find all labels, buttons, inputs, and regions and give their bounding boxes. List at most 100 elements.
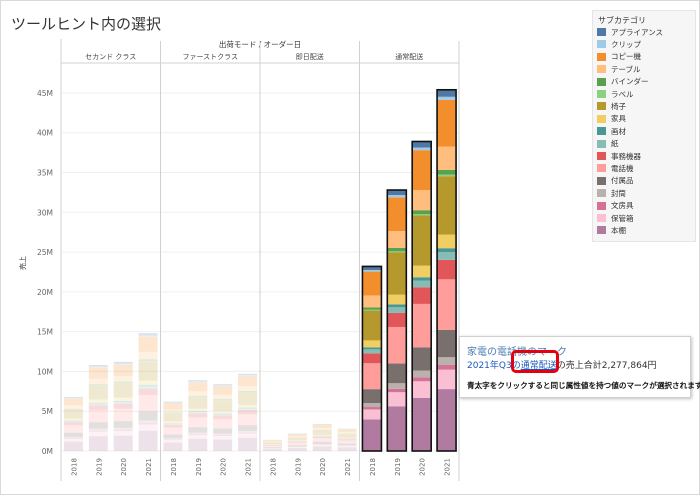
bar-segment[interactable] <box>312 446 332 451</box>
bar-segment[interactable] <box>238 407 258 409</box>
bar-segment[interactable] <box>188 397 208 409</box>
bar-segment[interactable] <box>437 169 457 175</box>
bar-segment[interactable] <box>362 389 382 404</box>
bar-segment[interactable] <box>437 364 457 370</box>
bar-segment[interactable] <box>412 150 432 191</box>
bar-segment[interactable] <box>88 436 108 451</box>
bar-segment[interactable] <box>362 409 382 420</box>
bar-segment[interactable] <box>337 440 357 444</box>
bar-segment[interactable] <box>88 422 108 429</box>
bar-segment[interactable] <box>113 430 133 436</box>
bar-segment[interactable] <box>163 401 183 403</box>
bar-segment[interactable] <box>412 277 432 281</box>
bar-segment[interactable] <box>88 366 108 368</box>
bar-segment[interactable] <box>63 441 83 451</box>
bar-segment[interactable] <box>63 432 83 437</box>
bar-segment[interactable] <box>312 423 332 425</box>
bar-segment[interactable] <box>88 428 108 431</box>
bar-segment[interactable] <box>412 141 432 148</box>
bar-segment[interactable] <box>437 252 457 260</box>
bar-segment[interactable] <box>412 303 432 348</box>
bar-segment[interactable] <box>63 418 83 421</box>
bar-segment[interactable] <box>312 436 332 437</box>
bar-segment[interactable] <box>213 394 233 400</box>
bar-segment[interactable] <box>88 365 108 367</box>
bar-segment[interactable] <box>213 385 233 387</box>
bar-segment[interactable] <box>387 195 407 198</box>
bar-segment[interactable] <box>163 409 183 413</box>
legend-item[interactable]: 事務機器 <box>597 151 641 161</box>
bar-segment[interactable] <box>188 412 208 414</box>
bar-segment[interactable] <box>437 329 457 358</box>
bar-segment[interactable] <box>312 434 332 436</box>
bar-segment[interactable] <box>213 386 233 395</box>
bar-segment[interactable] <box>188 417 208 428</box>
bar-segment[interactable] <box>163 427 183 435</box>
bar-segment[interactable] <box>163 439 183 440</box>
legend-item[interactable]: 付属品 <box>597 176 634 186</box>
bar-segment[interactable] <box>262 449 282 451</box>
bar-segment[interactable] <box>138 359 158 361</box>
bar-segment[interactable] <box>88 385 108 400</box>
bar-segment[interactable] <box>238 425 258 431</box>
bar-segment[interactable] <box>63 436 83 439</box>
bar-segment[interactable] <box>387 383 407 389</box>
bar-segment[interactable] <box>138 386 158 389</box>
bar-segment[interactable] <box>63 438 83 442</box>
bar-segment[interactable] <box>188 438 208 451</box>
bar-segment[interactable] <box>287 447 307 449</box>
bar-segment[interactable] <box>113 400 133 402</box>
bar-segment[interactable] <box>238 373 258 376</box>
bar-segment[interactable] <box>412 377 432 382</box>
bar-segment[interactable] <box>213 419 233 429</box>
bar-segment[interactable] <box>437 248 457 253</box>
bar-segment[interactable] <box>138 430 158 451</box>
bar-segment[interactable] <box>163 421 183 424</box>
bar-segment[interactable] <box>312 430 332 435</box>
bar-segment[interactable] <box>412 280 432 288</box>
bar-segment[interactable] <box>387 363 407 384</box>
bar-segment[interactable] <box>63 438 83 439</box>
bar-segment[interactable] <box>238 390 258 392</box>
bar-segment[interactable] <box>437 176 457 235</box>
bar-segment[interactable] <box>437 389 457 451</box>
bar-segment[interactable] <box>138 361 158 381</box>
legend-item[interactable]: 紙 <box>597 139 619 149</box>
bar-segment[interactable] <box>238 437 258 451</box>
bar-segment[interactable] <box>238 404 258 408</box>
bar-segment[interactable] <box>312 444 332 447</box>
bar-segment[interactable] <box>387 388 407 393</box>
bar-segment[interactable] <box>88 399 108 403</box>
bar-segment[interactable] <box>63 422 83 426</box>
bar-segment[interactable] <box>113 375 133 382</box>
bar-segment[interactable] <box>88 405 108 411</box>
bar-segment[interactable] <box>138 422 158 425</box>
bar-segment[interactable] <box>387 304 407 308</box>
bar-segment[interactable] <box>287 448 307 451</box>
bar-segment[interactable] <box>63 421 83 423</box>
bar-segment[interactable] <box>188 380 208 382</box>
bar-segment[interactable] <box>213 415 233 420</box>
bar-segment[interactable] <box>63 408 83 410</box>
bar-segment[interactable] <box>163 442 183 451</box>
bar-segment[interactable] <box>88 367 108 379</box>
bar-segment[interactable] <box>437 234 457 249</box>
bar-segment[interactable] <box>238 392 258 405</box>
bar-segment[interactable] <box>437 357 457 365</box>
bar-segment[interactable] <box>337 432 357 434</box>
bar-segment[interactable] <box>138 420 158 423</box>
bar-segment[interactable] <box>287 442 307 446</box>
bar-segment[interactable] <box>337 437 357 439</box>
legend-item[interactable]: バインダー <box>597 77 649 87</box>
bar-segment[interactable] <box>188 434 208 436</box>
bar-segment[interactable] <box>163 424 183 428</box>
bar-segment[interactable] <box>213 399 233 400</box>
bar-segment[interactable] <box>88 403 108 406</box>
bar-segment[interactable] <box>213 435 233 440</box>
bar-segment[interactable] <box>238 432 258 434</box>
bar-segment[interactable] <box>387 190 407 196</box>
bar-segment[interactable] <box>437 146 457 170</box>
bar-segment[interactable] <box>238 414 258 426</box>
bar-segment[interactable] <box>337 445 357 448</box>
bar-segment[interactable] <box>362 310 382 341</box>
